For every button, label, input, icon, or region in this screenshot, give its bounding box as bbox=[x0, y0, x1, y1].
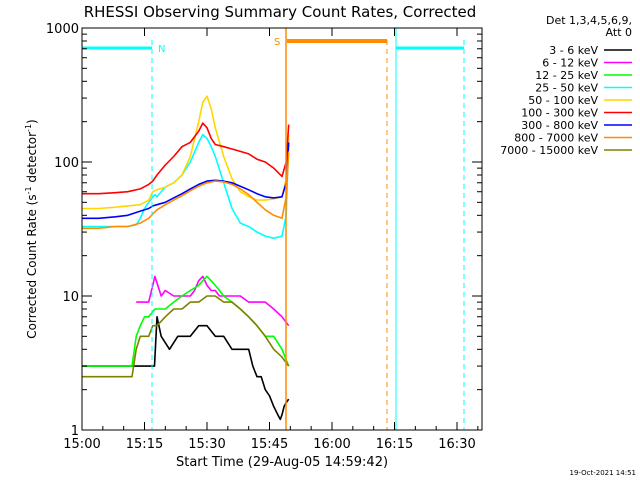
legend-header-0: Det 1,3,4,5,6,9, bbox=[546, 14, 632, 27]
x-tick-label-2: 15:30 bbox=[188, 437, 225, 452]
overlay-layer: N S bbox=[82, 28, 465, 430]
y-axis-label: Corrected Count Rate (s-1 detector-1) bbox=[24, 119, 39, 338]
series-line-6 bbox=[82, 142, 290, 220]
series-line-1 bbox=[136, 275, 290, 327]
plot-timestamp: 19-Oct-2021 14:51 bbox=[570, 469, 636, 477]
saa-label: S bbox=[274, 37, 280, 48]
x-tick-label-1: 15:15 bbox=[126, 437, 163, 452]
y-axis-label-sup2: -1 bbox=[24, 124, 33, 132]
series-line-0 bbox=[82, 315, 290, 421]
legend-label-6: 300 - 800 keV bbox=[521, 119, 598, 132]
series-layer bbox=[82, 95, 290, 421]
legend-label-5: 100 - 300 keV bbox=[521, 107, 598, 120]
legend-label-1: 6 - 12 keV bbox=[542, 57, 598, 70]
x-tick-label-6: 16:30 bbox=[438, 437, 475, 452]
legend-header-1: Att 0 bbox=[606, 26, 632, 39]
chart-title: RHESSI Observing Summary Count Rates, Co… bbox=[84, 3, 477, 21]
legend-label-8: 7000 - 15000 keV bbox=[500, 144, 598, 157]
night-label: N bbox=[158, 44, 165, 55]
y-tick-label-3: 1000 bbox=[46, 22, 79, 37]
x-tick-label-0: 15:00 bbox=[63, 437, 100, 452]
y-axis: 1 10 100 1000 bbox=[46, 22, 482, 439]
legend-label-4: 50 - 100 keV bbox=[528, 94, 598, 107]
legend-label-7: 800 - 7000 keV bbox=[514, 132, 598, 145]
legend-label-3: 25 - 50 keV bbox=[535, 82, 598, 95]
x-axis-label: Start Time (29-Aug-05 14:59:42) bbox=[176, 455, 388, 470]
y-axis-label-mid: detector bbox=[25, 132, 39, 187]
x-axis: 15:00 15:15 15:30 15:45 16:00 16:15 16:30 bbox=[63, 28, 479, 452]
y-axis-label-main: Corrected Count Rate (s bbox=[25, 194, 39, 338]
series-line-4 bbox=[82, 95, 290, 210]
x-tick-label-5: 16:15 bbox=[376, 437, 413, 452]
y-tick-label-2: 100 bbox=[54, 156, 79, 171]
y-axis-label-sup1: -1 bbox=[24, 186, 33, 194]
series-line-7 bbox=[82, 151, 290, 230]
x-tick-label-3: 15:45 bbox=[251, 437, 288, 452]
series-line-8 bbox=[82, 295, 290, 378]
legend-label-0: 3 - 6 keV bbox=[549, 44, 598, 57]
series-line-3 bbox=[82, 133, 290, 239]
legend-label-2: 12 - 25 keV bbox=[535, 69, 598, 82]
x-tick-label-4: 16:00 bbox=[313, 437, 350, 452]
y-tick-label-1: 10 bbox=[62, 290, 79, 305]
y-axis-label-end: ) bbox=[25, 119, 39, 124]
y-tick-label-0: 1 bbox=[71, 424, 79, 439]
plot-frame bbox=[81, 27, 483, 431]
series-line-5 bbox=[82, 122, 290, 195]
